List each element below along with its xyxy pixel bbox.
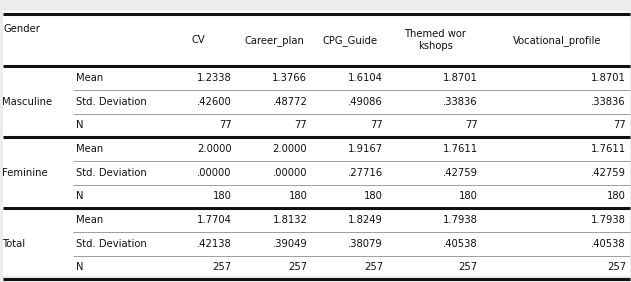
Text: .42759: .42759 [443, 168, 478, 178]
Text: CPG_Guide: CPG_Guide [322, 35, 378, 46]
Text: 1.8701: 1.8701 [591, 73, 626, 83]
Text: Vocational_profile: Vocational_profile [512, 35, 601, 46]
Text: 77: 77 [370, 120, 383, 130]
Text: 1.9167: 1.9167 [348, 144, 383, 154]
Text: 1.6104: 1.6104 [348, 73, 383, 83]
Text: .48772: .48772 [273, 97, 307, 107]
Text: 1.7611: 1.7611 [442, 144, 478, 154]
Text: .39049: .39049 [273, 239, 307, 249]
Text: CV: CV [192, 35, 206, 45]
Text: Feminine: Feminine [2, 168, 47, 178]
Text: .38079: .38079 [348, 239, 383, 249]
Text: N: N [76, 191, 83, 201]
Text: 1.8249: 1.8249 [348, 215, 383, 225]
Text: N: N [76, 262, 83, 272]
Text: 77: 77 [465, 120, 478, 130]
Text: Total: Total [2, 239, 25, 249]
Text: 77: 77 [613, 120, 626, 130]
Text: 180: 180 [288, 191, 307, 201]
Text: 1.8701: 1.8701 [443, 73, 478, 83]
Text: Std. Deviation: Std. Deviation [76, 97, 146, 107]
Text: 257: 257 [364, 262, 383, 272]
Text: .33836: .33836 [591, 97, 626, 107]
Text: 180: 180 [607, 191, 626, 201]
Text: .33836: .33836 [443, 97, 478, 107]
Text: 180: 180 [213, 191, 232, 201]
Text: 2.0000: 2.0000 [197, 144, 232, 154]
Text: Gender: Gender [3, 24, 40, 34]
Text: .00000: .00000 [197, 168, 232, 178]
Text: Masculine: Masculine [2, 97, 52, 107]
Text: Career_plan: Career_plan [245, 35, 304, 46]
Text: 77: 77 [219, 120, 232, 130]
Text: 1.7938: 1.7938 [443, 215, 478, 225]
Text: 180: 180 [459, 191, 478, 201]
Text: .42138: .42138 [197, 239, 232, 249]
Text: 1.8132: 1.8132 [273, 215, 307, 225]
Text: 257: 257 [607, 262, 626, 272]
Text: 257: 257 [459, 262, 478, 272]
Text: 1.3766: 1.3766 [273, 73, 307, 83]
Text: Themed wor
kshops: Themed wor kshops [404, 29, 466, 51]
Text: Mean: Mean [76, 144, 103, 154]
Text: .49086: .49086 [348, 97, 383, 107]
Text: 2.0000: 2.0000 [273, 144, 307, 154]
Text: 1.2338: 1.2338 [197, 73, 232, 83]
Text: Std. Deviation: Std. Deviation [76, 239, 146, 249]
Text: .27716: .27716 [348, 168, 383, 178]
Text: .00000: .00000 [273, 168, 307, 178]
Text: .42600: .42600 [197, 97, 232, 107]
Text: .40538: .40538 [443, 239, 478, 249]
Text: 257: 257 [288, 262, 307, 272]
Text: 77: 77 [295, 120, 307, 130]
Text: 257: 257 [213, 262, 232, 272]
Text: .40538: .40538 [591, 239, 626, 249]
Text: Mean: Mean [76, 215, 103, 225]
Text: 180: 180 [364, 191, 383, 201]
Text: Std. Deviation: Std. Deviation [76, 168, 146, 178]
Text: Mean: Mean [76, 73, 103, 83]
Text: N: N [76, 120, 83, 130]
Text: 1.7704: 1.7704 [197, 215, 232, 225]
Text: 1.7611: 1.7611 [591, 144, 626, 154]
Text: 1.7938: 1.7938 [591, 215, 626, 225]
Text: .42759: .42759 [591, 168, 626, 178]
